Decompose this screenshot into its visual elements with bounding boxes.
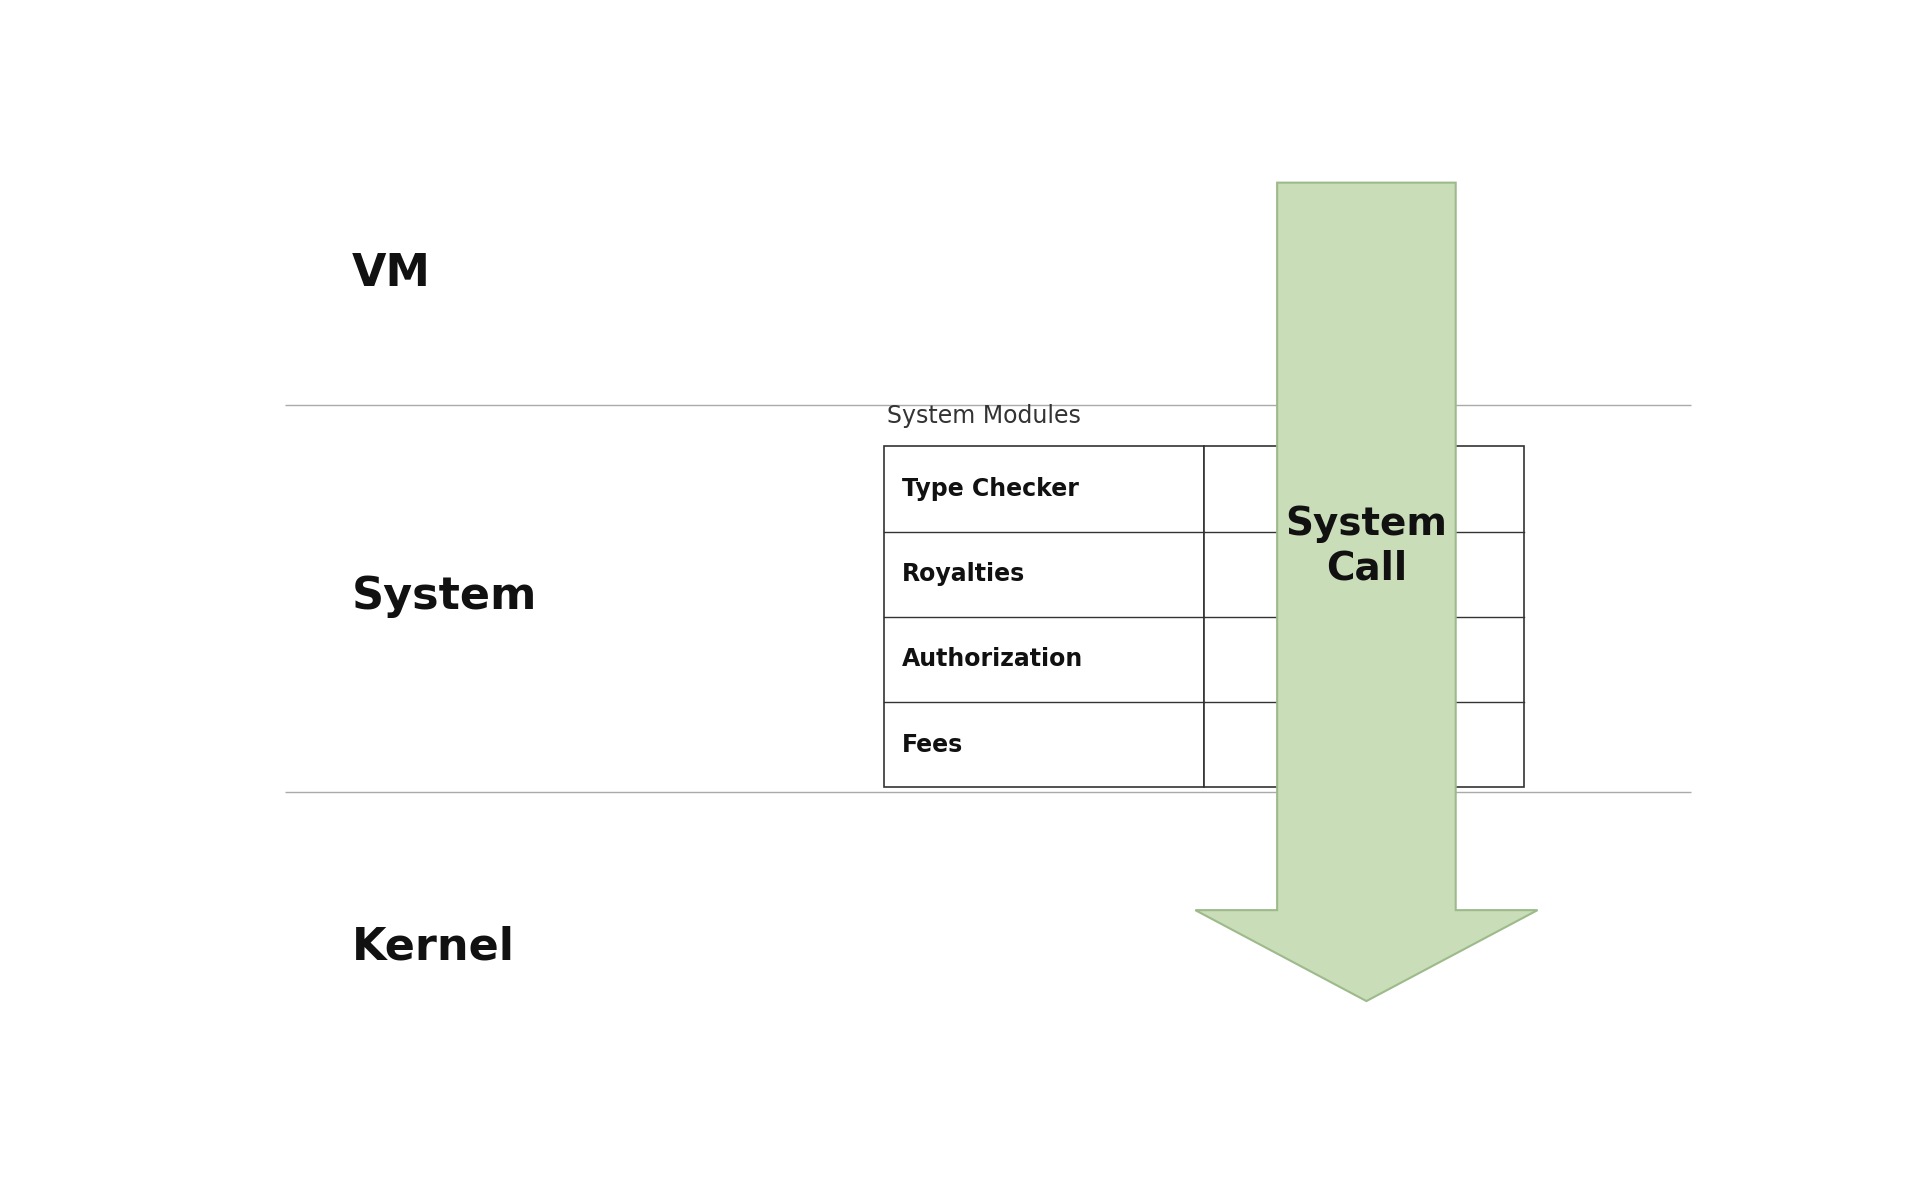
Text: Fees: Fees <box>902 732 964 757</box>
Bar <box>1204 446 1524 788</box>
Text: Kernel: Kernel <box>351 925 515 968</box>
Text: VM: VM <box>351 252 430 295</box>
Text: Authorization: Authorization <box>902 647 1083 672</box>
Text: System
Call: System Call <box>1284 505 1448 587</box>
Polygon shape <box>1196 183 1538 1001</box>
Text: Type Checker: Type Checker <box>902 477 1079 501</box>
Text: System Modules: System Modules <box>887 404 1081 429</box>
Text: System: System <box>351 575 538 618</box>
Bar <box>885 446 1204 788</box>
Text: Royalties: Royalties <box>902 562 1025 586</box>
